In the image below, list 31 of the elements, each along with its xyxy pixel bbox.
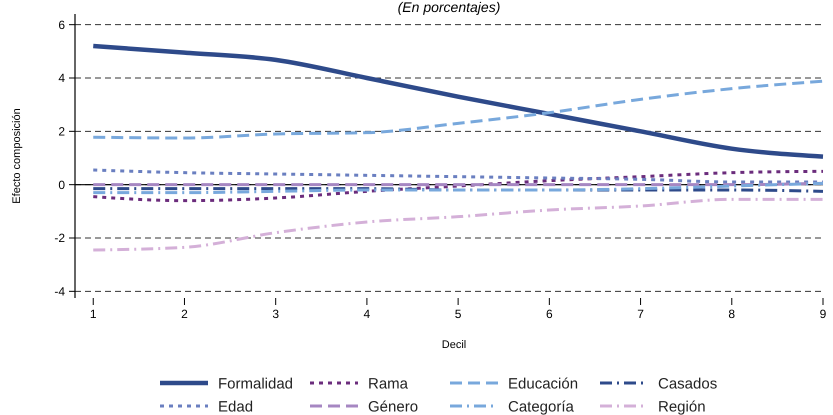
y-tick-label: 6 <box>58 18 66 32</box>
line-series <box>92 198 824 252</box>
legend-label: Género <box>368 398 418 415</box>
legend-label: Casados <box>658 375 718 392</box>
x-tick-label: 9 <box>820 307 827 321</box>
y-axis-title: Efecto composición <box>11 108 23 204</box>
y-tick-label: 4 <box>58 71 66 86</box>
legend-label: Rama <box>368 375 409 392</box>
x-tick-label: 6 <box>546 307 553 321</box>
x-tick-label: 2 <box>181 307 188 321</box>
line-series <box>92 80 824 140</box>
y-tick-label: -4 <box>54 284 66 299</box>
legend-label: Educación <box>508 375 578 392</box>
legend-label: Región <box>658 398 706 415</box>
x-tick-label: 7 <box>637 307 644 321</box>
y-tick-label: 2 <box>58 124 66 139</box>
x-tick-label: 8 <box>728 307 736 321</box>
x-axis-title: Decil <box>442 339 466 351</box>
chart-title: (En porcentajes) <box>398 0 500 15</box>
line-series <box>92 170 824 202</box>
y-tick-label: 0 <box>58 178 66 192</box>
legend-label: Formalidad <box>218 375 294 392</box>
x-tick-label: 3 <box>272 307 280 321</box>
x-tick-label: 4 <box>364 307 371 321</box>
x-tick-label: 5 <box>454 307 462 321</box>
x-tick-label: 1 <box>90 307 97 321</box>
y-tick-label: -2 <box>54 231 66 246</box>
legend-label: Edad <box>218 398 254 415</box>
legend-label: Categoría <box>508 398 575 415</box>
line-series <box>92 168 824 184</box>
line-series <box>92 182 824 194</box>
